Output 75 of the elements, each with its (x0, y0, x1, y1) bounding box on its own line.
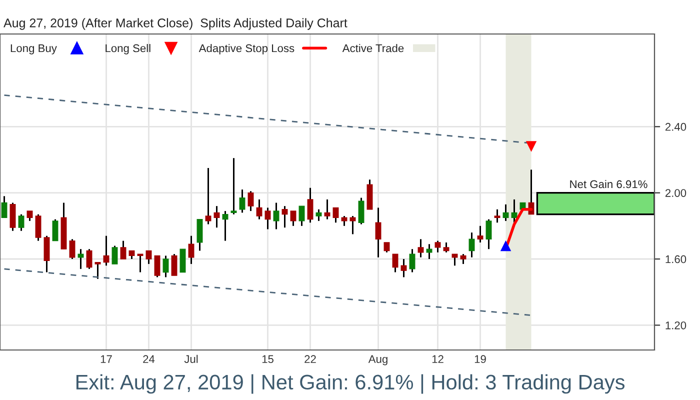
y-tick-label: 2.00 (665, 189, 686, 197)
candlestick (214, 205, 220, 228)
candlestick (332, 206, 339, 224)
candlestick (400, 258, 407, 278)
annotation: Active Trade (342, 44, 404, 52)
candlestick (137, 253, 144, 274)
candlestick (1, 195, 8, 218)
candlestick (35, 214, 42, 242)
candlestick (239, 188, 246, 214)
candlestick (426, 243, 432, 260)
candlestick (171, 253, 178, 276)
candlestick (26, 210, 33, 222)
x-tick-label: 15 (262, 355, 274, 364)
candlestick (112, 245, 118, 265)
candlestick (290, 210, 296, 227)
candlestick (120, 240, 126, 260)
candlestick (477, 225, 484, 244)
candlestick (154, 254, 160, 278)
candlestick (358, 197, 364, 226)
candlestick (452, 253, 458, 266)
text: Exit: Aug 27, 2019 | Net Gain: 6.91% | Hold: 3 Trading Days (76, 374, 625, 394)
candlestick (230, 157, 237, 216)
chart-title: Aug 27, 2019 (After Market Close) Splits Adjusted Daily Chart (4, 18, 348, 30)
candlestick (222, 210, 228, 242)
candlestick (52, 218, 58, 242)
candlestick (18, 214, 24, 232)
candlestick (341, 215, 348, 227)
candlestick (205, 167, 212, 226)
candlestick (180, 248, 186, 274)
x-tick-label: 12 (432, 355, 444, 363)
x-tick-label: 19 (474, 355, 486, 364)
x-tick-label: Jul (184, 354, 198, 364)
candlestick (434, 240, 441, 254)
candlestick (162, 254, 169, 278)
candlestick (392, 253, 398, 274)
candlestick (494, 208, 500, 224)
candlestick (273, 202, 280, 230)
legend-label: Long Sell (106, 44, 150, 54)
candlestick (409, 248, 416, 274)
legend-label: Long Buy (10, 44, 57, 54)
candlestick (10, 202, 16, 232)
candlestick (324, 198, 330, 220)
candlestick (44, 235, 50, 274)
candlestick (248, 190, 254, 212)
candlestick (307, 187, 314, 224)
candlestick (264, 206, 271, 230)
candlestick (350, 215, 356, 235)
candlestick (86, 248, 92, 270)
candlestick (146, 250, 152, 265)
candlestick (188, 235, 194, 265)
candlestick (196, 218, 203, 252)
candlestick (460, 253, 466, 265)
band-label: Net Gain 6.91% (570, 180, 648, 188)
candlestick (502, 204, 509, 222)
y-tick-label: 2.40 (665, 122, 686, 131)
x-tick-label: 22 (304, 355, 316, 363)
candlestick (78, 248, 84, 270)
y-tick-label: 1.60 (666, 255, 686, 264)
candlestick (384, 242, 390, 254)
y-tick-label: 1.20 (666, 321, 686, 330)
candlestick (316, 208, 322, 222)
candlestick (94, 262, 101, 280)
x-tick-label: Aug (368, 355, 388, 366)
candlestick (69, 238, 76, 260)
legend-label: Adaptive Stop Loss (198, 44, 294, 54)
candlestick (298, 205, 305, 227)
candlestick (443, 242, 450, 254)
candlestick (486, 218, 492, 250)
candlestick (256, 198, 262, 220)
candlestick (375, 206, 382, 258)
candlestick (468, 232, 475, 258)
candlestick (418, 238, 424, 258)
candlestick (282, 205, 288, 228)
x-tick-label: 17 (100, 355, 112, 363)
x-tick-label: 24 (143, 355, 155, 363)
